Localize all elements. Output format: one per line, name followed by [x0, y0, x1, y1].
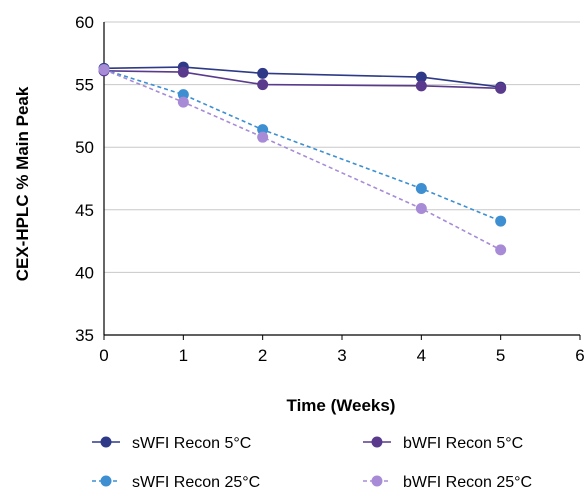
data-point [495, 244, 507, 256]
x-tick-label: 5 [496, 346, 505, 365]
y-tick-label: 45 [75, 201, 94, 220]
x-tick-label: 1 [179, 346, 188, 365]
data-point [415, 71, 427, 83]
y-tick-label: 35 [75, 326, 94, 345]
y-tick-label: 40 [75, 263, 94, 282]
legend-label: bWFI Recon 25°C [403, 474, 532, 491]
series-line [103, 66, 501, 88]
series-line [103, 68, 501, 222]
data-point [177, 66, 189, 78]
x-tick-label: 2 [258, 346, 267, 365]
legend-label: sWFI Recon 5°C [132, 435, 251, 452]
legend-item-4: bWFI Recon 25°C [363, 474, 532, 491]
legend-marker [100, 436, 112, 448]
x-axis-title: Time (Weeks) [287, 396, 396, 415]
data-point [415, 80, 427, 92]
data-point [257, 79, 269, 91]
data-point [177, 96, 189, 108]
series-4 [98, 64, 507, 256]
y-tick-label: 55 [75, 76, 94, 95]
x-tick-label: 0 [99, 346, 108, 365]
legend-marker [371, 436, 383, 448]
gridlines [104, 21, 580, 273]
series-group [98, 61, 507, 256]
data-point [98, 64, 110, 76]
y-tick-label: 50 [75, 138, 94, 157]
legend-item-1: sWFI Recon 5°C [92, 435, 251, 452]
series-3 [98, 64, 507, 227]
legend-label: sWFI Recon 25°C [132, 474, 260, 491]
axes [103, 22, 581, 340]
data-point [495, 82, 507, 94]
y-tick-label: 60 [75, 13, 94, 32]
legend-marker [100, 475, 112, 487]
x-tick-label: 6 [575, 346, 584, 365]
data-point [415, 183, 427, 195]
data-point [415, 203, 427, 215]
x-tick-label: 3 [337, 346, 346, 365]
series-line [103, 68, 502, 251]
legend-marker [371, 475, 383, 487]
legend: sWFI Recon 5°C bWFI Recon 5°C sWFI Recon 2… [92, 435, 532, 491]
data-point [257, 67, 269, 79]
data-point [495, 215, 507, 227]
x-tick-label: 4 [417, 346, 426, 365]
legend-label: bWFI Recon 5°C [403, 435, 523, 452]
legend-item-2: bWFI Recon 5°C [363, 435, 523, 452]
data-point [257, 131, 269, 143]
y-axis-title: CEX-HPLC % Main Peak [13, 86, 32, 281]
legend-item-3: sWFI Recon 25°C [92, 474, 260, 491]
